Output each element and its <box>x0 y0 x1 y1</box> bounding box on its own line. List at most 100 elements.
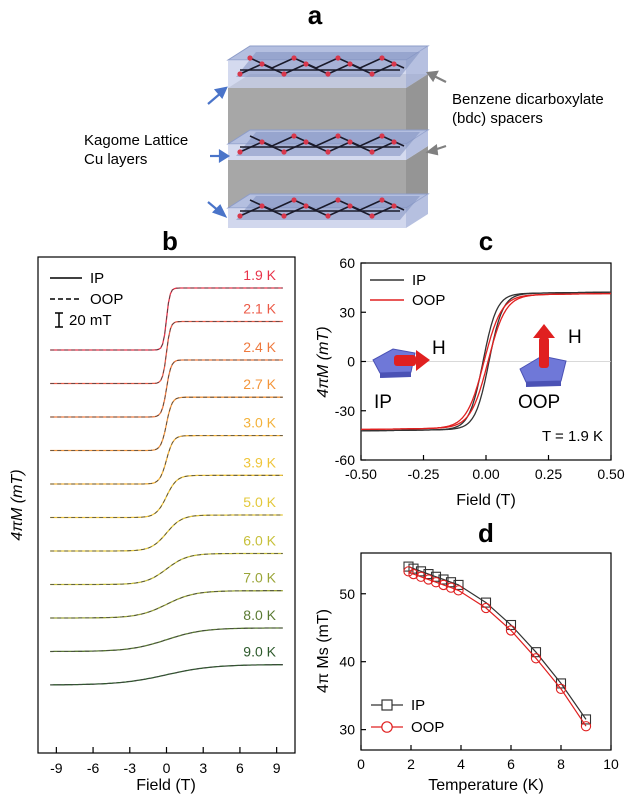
legend-c-oop: OOP <box>412 292 445 309</box>
panel-b-curve-oop <box>50 514 283 552</box>
panel-d-point-ip <box>453 579 464 590</box>
panel-d-ytick-label: 40 <box>339 654 355 670</box>
panel-b-temp-label: 7.0 K <box>243 570 276 586</box>
panel-b-xtick-label: -3 <box>124 760 137 776</box>
panel-c-ytick-label: 60 <box>339 255 355 271</box>
kagome-label-line2: Cu layers <box>84 151 147 168</box>
panel-c-xtick-label: 0.00 <box>472 466 499 482</box>
panel-d-point-oop <box>438 579 449 591</box>
panel-c: c -0.50 -0.25 0.00 0.25 0.50 -60 -30 0 30 60 IP O… <box>315 226 625 509</box>
panel-d-ytick-label: 30 <box>339 722 355 738</box>
panel-a: a <box>84 0 604 228</box>
lattice-stack-illustration <box>226 45 430 228</box>
panel-b-temp-label: 1.9 K <box>243 267 276 283</box>
panel-b-ylabel: 4πM (mT) <box>9 469 26 540</box>
legend-d-ip: IP <box>411 697 425 714</box>
panel-d-xtick-label: 6 <box>507 756 515 772</box>
panel-d-ytick-label: 50 <box>339 586 355 602</box>
panel-b-curve-oop <box>50 627 283 652</box>
panel-b-temp-label: 2.4 K <box>243 339 276 355</box>
panel-d-point-oop <box>430 577 442 588</box>
bdc-label-line1: Benzene dicarboxylate <box>452 91 604 108</box>
panel-c-letter: c <box>479 226 493 256</box>
panel-d-point-ip <box>505 619 517 631</box>
panel-d: d 0 2 4 6 8 10 30 40 50 IP OOP Temperature (K) 4… <box>315 518 619 794</box>
panel-d-series <box>403 561 592 732</box>
panel-d-ylabel: 4π Ms (mT) <box>315 609 332 693</box>
panel-d-point-oop <box>408 568 419 580</box>
panel-d-point-ip <box>430 571 442 582</box>
panel-b-temp-label: 2.7 K <box>243 376 276 392</box>
panel-b-temp-label: 8.0 K <box>243 607 276 623</box>
panel-d-xtick-label: 10 <box>603 756 619 772</box>
panel-c-xlabel: Field (T) <box>456 492 516 509</box>
panel-d-xlabel: Temperature (K) <box>428 777 544 794</box>
inset-c-oop-label: OOP <box>518 392 560 413</box>
legend-d-oop: OOP <box>411 719 444 736</box>
panel-b-curves <box>50 287 283 686</box>
panel-b-curve-oop <box>50 590 283 619</box>
panel-b-xtick-label: 6 <box>236 760 244 776</box>
scale-bar-icon <box>55 312 63 328</box>
panel-b-curve-oop <box>50 664 283 686</box>
panel-b-xtick-label: -6 <box>87 760 100 776</box>
panel-b-legend: IP OOP 20 mT <box>50 270 123 329</box>
kagome-label-line1: Kagome Lattice <box>84 132 188 149</box>
panel-c-curves <box>360 291 612 432</box>
panel-d-ticks: 0 2 4 6 8 10 30 40 50 <box>339 586 619 772</box>
panel-d-point-oop <box>445 582 457 593</box>
ip-arrow-icon <box>394 355 416 366</box>
panel-b-xlabel: Field (T) <box>136 777 196 794</box>
oop-arrow-icon <box>539 337 549 368</box>
panel-b-xtick-label: 3 <box>199 760 207 776</box>
panel-d-point-oop <box>555 683 567 695</box>
legend-c-ip: IP <box>412 272 426 289</box>
inset-c-h-left: H <box>432 338 446 359</box>
panel-b-curve-oop <box>50 321 283 384</box>
panel-b-xtick-label: 9 <box>273 760 281 776</box>
panel-c-xtick-label: -0.50 <box>345 466 377 482</box>
panel-b-curve-oop <box>50 553 283 585</box>
panel-a-letter: a <box>308 0 323 30</box>
panel-c-legend: IP OOP <box>370 272 445 309</box>
panel-b-xtick-label: 0 <box>163 760 171 776</box>
panel-b-temp-label: 6.0 K <box>243 533 276 549</box>
legend-d-oop-marker <box>381 721 393 733</box>
panel-d-point-oop <box>505 625 517 636</box>
panel-d-xtick-label: 8 <box>557 756 565 772</box>
legend-ip: IP <box>90 270 104 287</box>
panel-b-curve-oop <box>50 435 283 485</box>
panel-b-curve-oop <box>50 396 283 451</box>
panel-c-xtick-label: 0.50 <box>597 466 624 482</box>
panel-d-xtick-label: 2 <box>407 756 415 772</box>
panel-b-temp-label: 3.9 K <box>243 454 276 470</box>
panel-d-xtick-label: 0 <box>357 756 365 772</box>
panel-d-point-ip <box>408 563 419 574</box>
panel-b-temp-label: 2.1 K <box>243 301 276 317</box>
panel-d-point-ip <box>423 569 434 580</box>
panel-b-temp-label: 9.0 K <box>243 644 276 660</box>
panel-d-legend: IP OOP <box>371 697 444 736</box>
panel-d-point-ip <box>445 577 457 588</box>
blue-arrows <box>207 86 231 218</box>
panel-b-curve-oop <box>50 287 283 351</box>
panel-c-xtick-label: 0.25 <box>535 466 562 482</box>
panel-c-ytick-label: 0 <box>347 354 355 370</box>
panel-b-curve-oop <box>50 474 283 518</box>
panel-d-point-oop <box>580 721 592 732</box>
panel-d-point-ip <box>480 597 492 608</box>
inset-ip-illustration: H IP <box>372 338 446 413</box>
panel-d-point-oop <box>453 585 464 596</box>
legend-oop: OOP <box>90 291 123 308</box>
panel-d-point-oop <box>415 571 427 582</box>
panel-c-loop-oop <box>360 292 612 431</box>
panel-d-xtick-label: 4 <box>457 756 465 772</box>
inset-c-ip-label: IP <box>374 392 392 413</box>
panel-d-line-oop <box>408 570 587 727</box>
panel-b-curve-ip <box>50 664 283 686</box>
panel-d-point-oop <box>423 574 434 585</box>
panel-b: b -9 -6 -3 0 3 6 9 1.9 K 2.1 K 2.4 K 2.7 K 3.0 K 3.… <box>9 226 296 794</box>
panel-d-frame <box>360 552 612 751</box>
panel-d-line-ip <box>408 566 587 720</box>
